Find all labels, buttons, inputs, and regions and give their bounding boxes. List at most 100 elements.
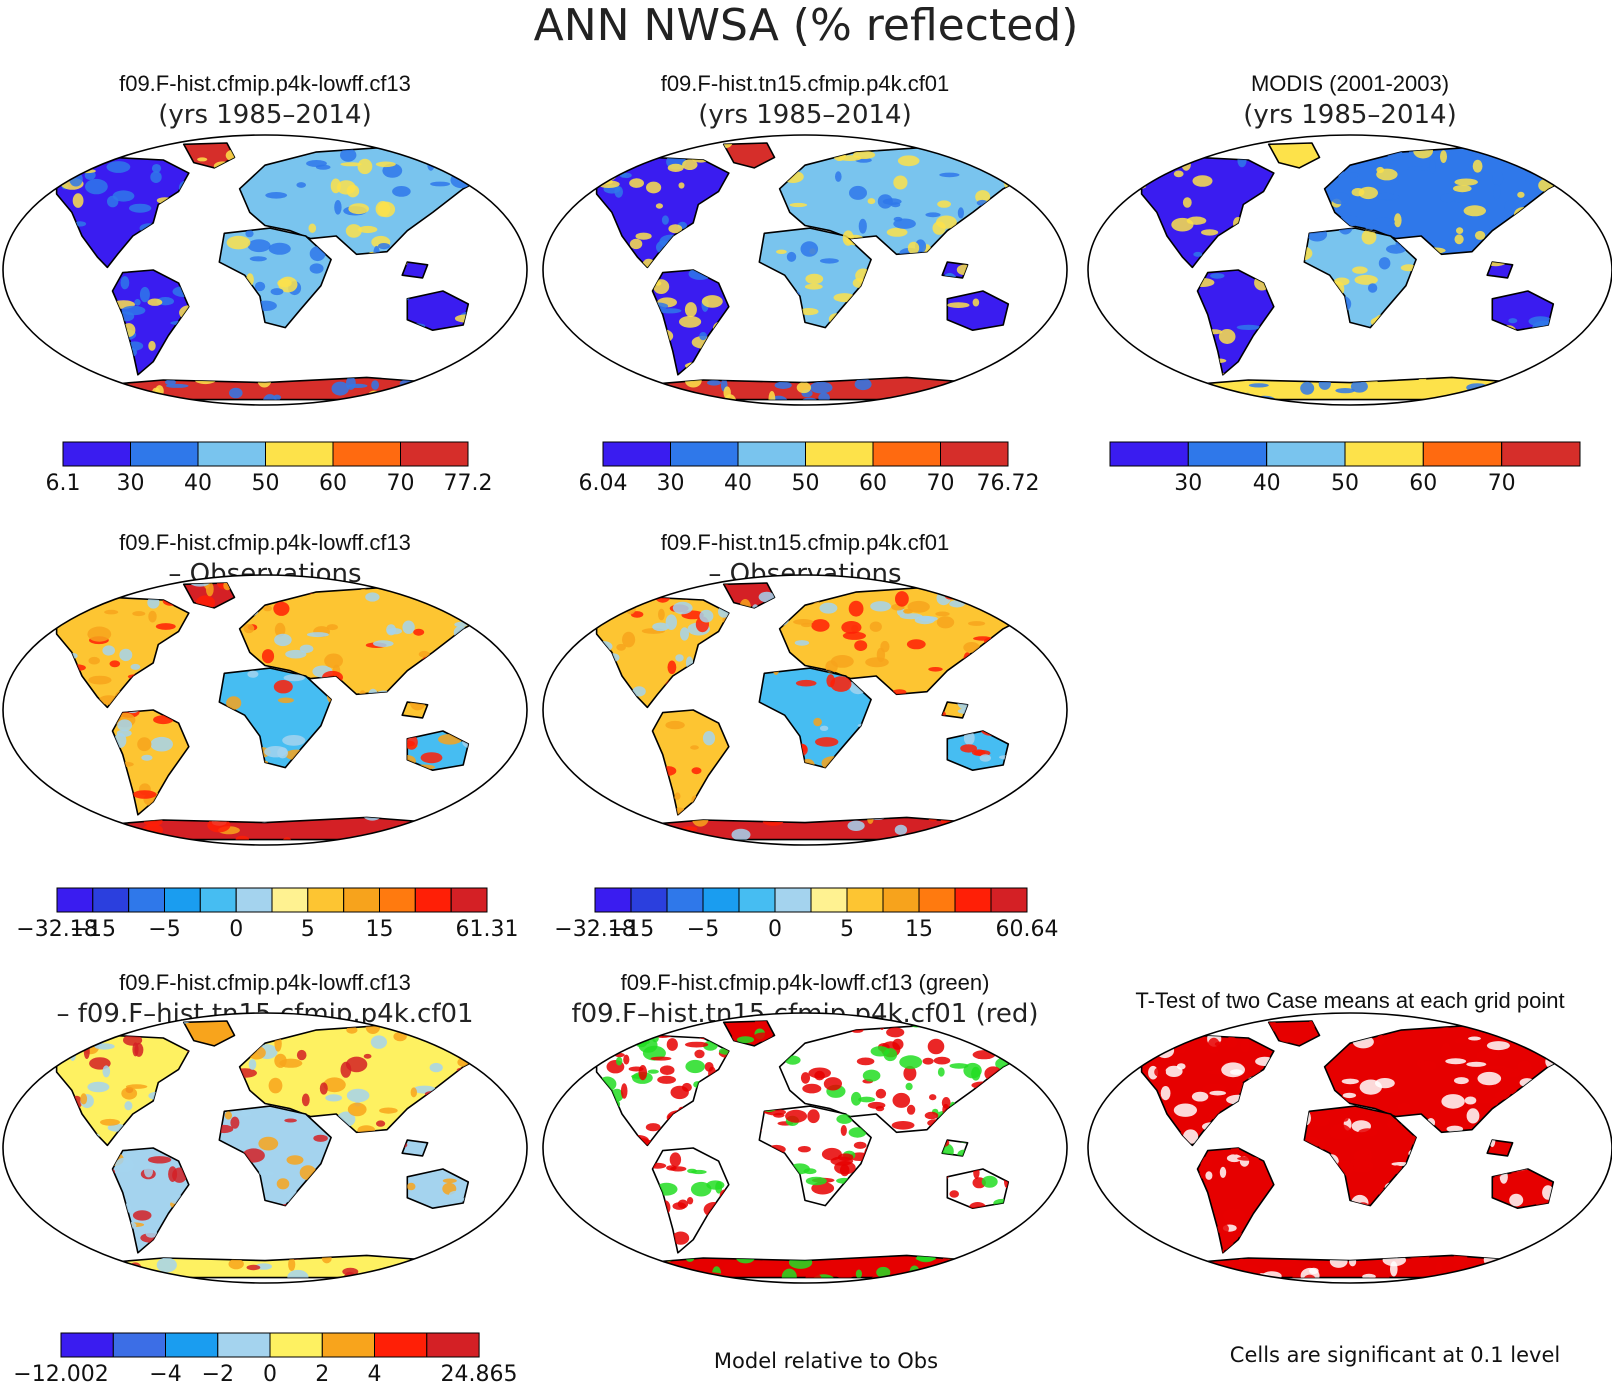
colorbar-swatch [990, 887, 1028, 913]
colorbar-swatch [307, 887, 345, 913]
colorbar-tick-label: 60 [1409, 471, 1437, 496]
colorbar-swatch [92, 887, 130, 913]
colorbar-tick-label: 30 [1174, 471, 1202, 496]
colorbar-swatch [954, 887, 992, 913]
land-australia [946, 290, 1010, 331]
colorbar-swatch [265, 441, 334, 467]
colorbar-tick-label: −5 [687, 917, 719, 942]
colorbar-swatch [217, 1332, 271, 1358]
colorbar-tick-label: 5 [301, 917, 315, 942]
colorbars-layer: 6.1 30 40 50 60 70 77.2 6.04 30 40 50 60 70 76.72 30 40… [13, 441, 1581, 1385]
colorbar-tick-label: 61.31 [456, 917, 519, 942]
land-australia [406, 290, 470, 331]
colorbar-model1: 6.1 30 40 50 60 70 77.2 [46, 441, 493, 496]
colorbar-swatch [197, 441, 266, 467]
colorbar-tick-label: 4 [368, 1362, 382, 1385]
colorbar-tick-label: 30 [657, 471, 685, 496]
colorbar-swatch [702, 887, 740, 913]
panel-subtitle: (yrs 1985–2014) [158, 100, 372, 130]
colorbar-swatch [805, 441, 874, 467]
map-model1 [3, 135, 527, 405]
panel-title: f09.F-hist.tn15.cfmip.p4k.cf01 [661, 530, 950, 555]
colorbar-tick-label: 15 [905, 917, 933, 942]
colorbar-tick-label: 50 [252, 471, 280, 496]
colorbar-swatch [1344, 441, 1424, 467]
colorbar-tick-label: 70 [1488, 471, 1516, 496]
colorbar-diff12: −12.002 −4 −2 0 2 4 24.865 [13, 1332, 518, 1385]
colorbar-tick-label: 60 [859, 471, 887, 496]
colorbar-tick-label: 76.72 [977, 471, 1040, 496]
colorbar-swatch [882, 887, 920, 913]
colorbar-swatch [774, 887, 812, 913]
colorbar-swatch [56, 887, 94, 913]
colorbar-tick-label: 50 [792, 471, 820, 496]
land-namerica [1140, 156, 1275, 269]
land-seasia [401, 261, 429, 279]
colorbar-tick-label: −5 [148, 917, 180, 942]
panel-compare: f09.F-hist.cfmip.p4k-lowff.cf13 (green)f… [542, 970, 1068, 1284]
colorbar-diff2: −32.18−15 −5 0 5 15 60.64 [554, 887, 1058, 942]
colorbar-tick-label: 6.1 [46, 471, 81, 496]
colorbar-swatch [62, 441, 131, 467]
colorbar-tick-label: 0 [263, 1362, 277, 1385]
panel-obs: MODIS (2001-2003) (yrs 1985–2014) [1087, 71, 1612, 406]
colorbar-swatch [374, 1332, 428, 1358]
land-greenland [722, 582, 776, 609]
land-eurasia [238, 586, 500, 696]
map-border [542, 574, 1068, 846]
colorbar-tick-label: 40 [184, 471, 212, 496]
colorbar-swatch [112, 1332, 167, 1358]
colorbar-tick-label: 77.2 [444, 471, 493, 496]
colorbar-tick-label: 70 [927, 471, 955, 496]
panel-diff1: f09.F-hist.cfmip.p4k-lowff.cf13– Observa… [2, 530, 528, 846]
map-diff1 [3, 575, 527, 845]
colorbar-tick-label: 5 [840, 917, 854, 942]
colorbar-tick-label: 24.865 [441, 1362, 518, 1385]
map-border [1087, 134, 1612, 406]
map-border [2, 134, 528, 406]
map-border [2, 574, 528, 846]
colorbar-swatch [602, 441, 671, 467]
panel-title: f09.F-hist.cfmip.p4k-lowff.cf13 (green) [621, 970, 990, 995]
land-greenland [722, 142, 776, 169]
colorbar-tick-label: −15 [70, 917, 116, 942]
land-eurasia [1323, 1024, 1585, 1134]
map-compare [543, 1013, 1067, 1283]
panel-title: f09.F-hist.cfmip.p4k-lowff.cf13 [119, 970, 411, 995]
colorbar-model2: 6.04 30 40 50 60 70 76.72 [579, 441, 1040, 496]
panel-title: f09.F-hist.cfmip.p4k-lowff.cf13 [119, 530, 411, 555]
colorbar-swatch [379, 887, 416, 913]
land-greenland [182, 1020, 236, 1047]
colorbar-tick-label: −32.18 [16, 917, 97, 942]
colorbar-tick-label: −32.18 [554, 917, 635, 942]
land-samerica [1196, 1147, 1275, 1254]
colorbar-swatch [1109, 441, 1189, 467]
map-border [1087, 1012, 1612, 1284]
colorbar-swatch [343, 887, 381, 913]
panel-subtitle: (yrs 1985–2014) [1243, 100, 1457, 130]
colorbar-tick-label: 0 [229, 917, 243, 942]
panel-title: T-Test of two Case means at each grid po… [1135, 988, 1564, 1013]
colorbar-swatch [235, 887, 273, 913]
panel-model1: f09.F-hist.cfmip.p4k-lowff.cf13 (yrs 1985… [2, 71, 528, 406]
colorbar-swatch [810, 887, 848, 913]
panel-ttest: T-Test of two Case means at each grid po… [1087, 988, 1612, 1284]
map-ttest [1088, 1013, 1612, 1283]
colorbar-swatch [940, 441, 1009, 467]
map-border [542, 134, 1068, 406]
colorbar-swatch [670, 441, 739, 467]
map-obs [1088, 135, 1612, 405]
colorbar-swatch [738, 887, 776, 913]
colorbar-tick-label: −4 [149, 1362, 181, 1385]
footnote-model-relative: Model relative to Obs [714, 1349, 938, 1373]
colorbar-swatch [630, 887, 668, 913]
colorbar-obs: 30 40 50 60 70 [1109, 441, 1581, 496]
panel-diff2: f09.F-hist.tn15.cfmip.p4k.cf01– Observat… [542, 530, 1068, 846]
map-model2 [543, 135, 1067, 405]
panel-title: f09.F-hist.tn15.cfmip.p4k.cf01 [661, 71, 950, 96]
colorbar-tick-label: 15 [366, 917, 394, 942]
colorbar-swatch [414, 887, 452, 913]
panel-diff12: f09.F-hist.cfmip.p4k-lowff.cf13– f09.F–h… [2, 970, 528, 1284]
colorbar-swatch [450, 887, 488, 913]
colorbar-swatch [128, 887, 165, 913]
